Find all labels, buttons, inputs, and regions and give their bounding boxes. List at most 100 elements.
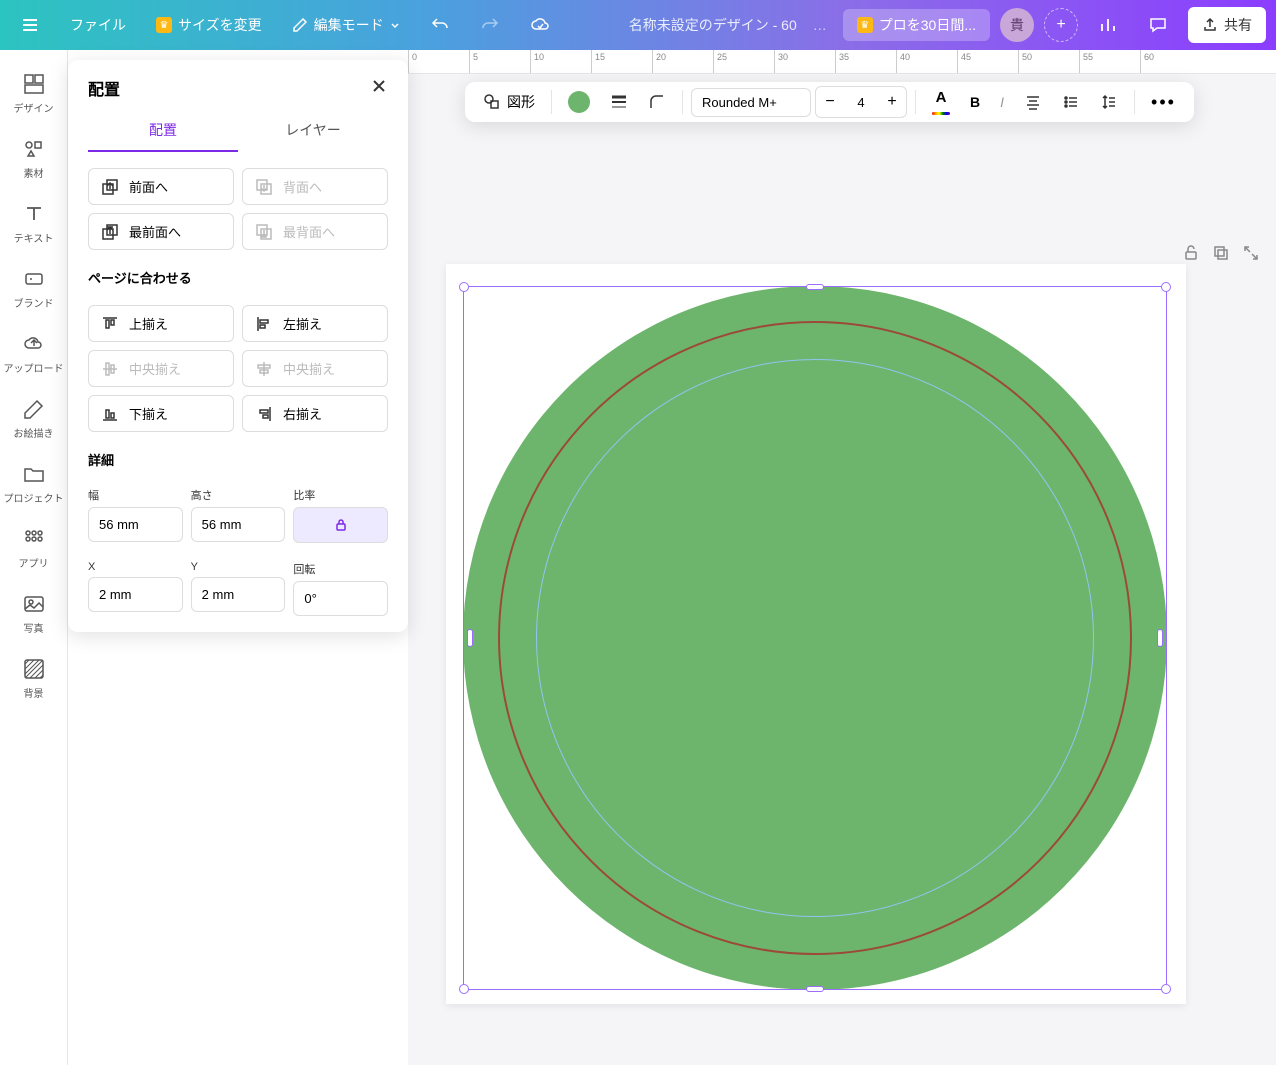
sidebar-apps[interactable]: アプリ (0, 517, 67, 580)
crown-icon: ♛ (857, 17, 873, 33)
edit-mode-button[interactable]: 編集モード (282, 9, 410, 41)
align-right-button[interactable]: 右揃え (242, 395, 388, 432)
doc-more[interactable]: … (807, 17, 833, 33)
border-style-button[interactable] (602, 87, 636, 117)
height-input[interactable]: 56 mm (191, 507, 286, 542)
font-size-value[interactable]: 4 (844, 95, 878, 110)
file-menu[interactable]: ファイル (60, 9, 136, 41)
undo-button[interactable] (420, 5, 460, 45)
forward-icon (101, 178, 119, 196)
sidebar-text[interactable]: テキスト (0, 192, 67, 255)
height-label: 高さ (191, 487, 286, 503)
ruler-tick: 10 (530, 50, 591, 73)
crown-icon: ♛ (156, 17, 172, 33)
resize-handle-left[interactable] (467, 629, 473, 647)
send-to-back-button[interactable]: 最背面へ (242, 213, 388, 250)
resize-handle-tr[interactable] (1161, 282, 1171, 292)
ruler-tick: 40 (896, 50, 957, 73)
ruler-tick: 55 (1079, 50, 1140, 73)
text-a-icon: A (936, 89, 947, 106)
ruler-tick: 45 (957, 50, 1018, 73)
pro-trial-label: プロを30日間... (879, 15, 976, 35)
fill-swatch (568, 91, 590, 113)
tab-arrange[interactable]: 配置 (88, 110, 238, 152)
send-backward-button[interactable]: 背面へ (242, 168, 388, 205)
corner-radius-button[interactable] (640, 87, 674, 117)
expand-page-button[interactable] (1242, 244, 1260, 267)
border-icon (610, 93, 628, 111)
bring-forward-button[interactable]: 前面へ (88, 168, 234, 205)
rotation-input[interactable]: 0° (293, 581, 388, 616)
share-label: 共有 (1224, 15, 1252, 35)
italic-button[interactable]: I (992, 88, 1012, 116)
cloud-sync-icon[interactable] (520, 5, 560, 45)
share-button[interactable]: 共有 (1188, 7, 1266, 43)
y-input[interactable]: 2 mm (191, 577, 286, 612)
sidebar-design[interactable]: デザイン (0, 62, 67, 125)
duplicate-page-button[interactable] (1212, 244, 1230, 267)
align-right-icon (255, 405, 273, 423)
italic-icon: I (1000, 94, 1004, 110)
align-vcenter-icon (101, 360, 119, 378)
user-avatar[interactable]: 貴 (1000, 8, 1034, 42)
fill-color-button[interactable] (560, 85, 598, 119)
sidebar-upload[interactable]: アップロード (0, 322, 67, 385)
resize-button[interactable]: ♛ サイズを変更 (146, 9, 272, 41)
redo-button[interactable] (470, 5, 510, 45)
list-button[interactable] (1054, 87, 1088, 117)
corner-icon (648, 93, 666, 111)
pro-trial-button[interactable]: ♛ プロを30日間... (843, 9, 990, 41)
align-hcenter-button[interactable]: 中央揃え (242, 350, 388, 387)
shape-type-button[interactable]: 図形 (475, 86, 543, 118)
resize-handle-bl[interactable] (459, 984, 469, 994)
context-toolbar: 図形 Rounded M+ − 4 + A B I ••• (465, 82, 1194, 122)
spacing-button[interactable] (1092, 87, 1126, 117)
ruler-tick: 15 (591, 50, 652, 73)
menu-button[interactable] (10, 5, 50, 45)
sidebar-draw[interactable]: お絵描き (0, 387, 67, 450)
bring-to-front-button[interactable]: 最前面へ (88, 213, 234, 250)
x-input[interactable]: 2 mm (88, 577, 183, 612)
document-title[interactable]: 名称未設定のデザイン - 60 (629, 15, 797, 35)
panel-close-button[interactable] (370, 77, 388, 100)
align-top-button[interactable]: 上揃え (88, 305, 234, 342)
ruler-tick: 30 (774, 50, 835, 73)
resize-handle-top[interactable] (806, 284, 824, 290)
align-section-label: ページに合わせる (88, 268, 388, 287)
more-options-button[interactable]: ••• (1143, 86, 1184, 119)
resize-handle-tl[interactable] (459, 282, 469, 292)
ruler-tick: 50 (1018, 50, 1079, 73)
font-family-select[interactable]: Rounded M+ (691, 88, 811, 117)
text-align-button[interactable] (1016, 87, 1050, 117)
selection-box[interactable] (463, 286, 1167, 990)
resize-handle-br[interactable] (1161, 984, 1171, 994)
sidebar-elements[interactable]: 素材 (0, 127, 67, 190)
width-input[interactable]: 56 mm (88, 507, 183, 542)
rotation-label: 回転 (293, 561, 388, 577)
upload-icon (1202, 17, 1218, 33)
canvas-area[interactable] (408, 74, 1276, 1065)
font-size-increase[interactable]: + (878, 87, 906, 117)
resize-handle-bottom[interactable] (806, 986, 824, 992)
resize-handle-right[interactable] (1157, 629, 1163, 647)
sidebar-photos[interactable]: 写真 (0, 582, 67, 645)
align-bottom-button[interactable]: 下揃え (88, 395, 234, 432)
to-front-icon (101, 223, 119, 241)
bold-button[interactable]: B (962, 88, 988, 116)
font-size-decrease[interactable]: − (816, 87, 844, 117)
lock-ratio-button[interactable] (293, 507, 388, 543)
add-member-button[interactable]: + (1044, 8, 1078, 42)
sidebar-projects[interactable]: プロジェクト (0, 452, 67, 515)
sidebar-background[interactable]: 背景 (0, 647, 67, 710)
analytics-button[interactable] (1088, 5, 1128, 45)
sidebar-brand[interactable]: ブランド (0, 257, 67, 320)
to-back-icon (255, 223, 273, 241)
ruler-tick: 5 (469, 50, 530, 73)
text-color-button[interactable]: A (924, 83, 958, 121)
align-vcenter-button[interactable]: 中央揃え (88, 350, 234, 387)
comment-button[interactable] (1138, 5, 1178, 45)
tab-layers[interactable]: レイヤー (238, 110, 388, 152)
align-left-button[interactable]: 左揃え (242, 305, 388, 342)
bold-icon: B (970, 94, 980, 110)
spacing-icon (1100, 93, 1118, 111)
